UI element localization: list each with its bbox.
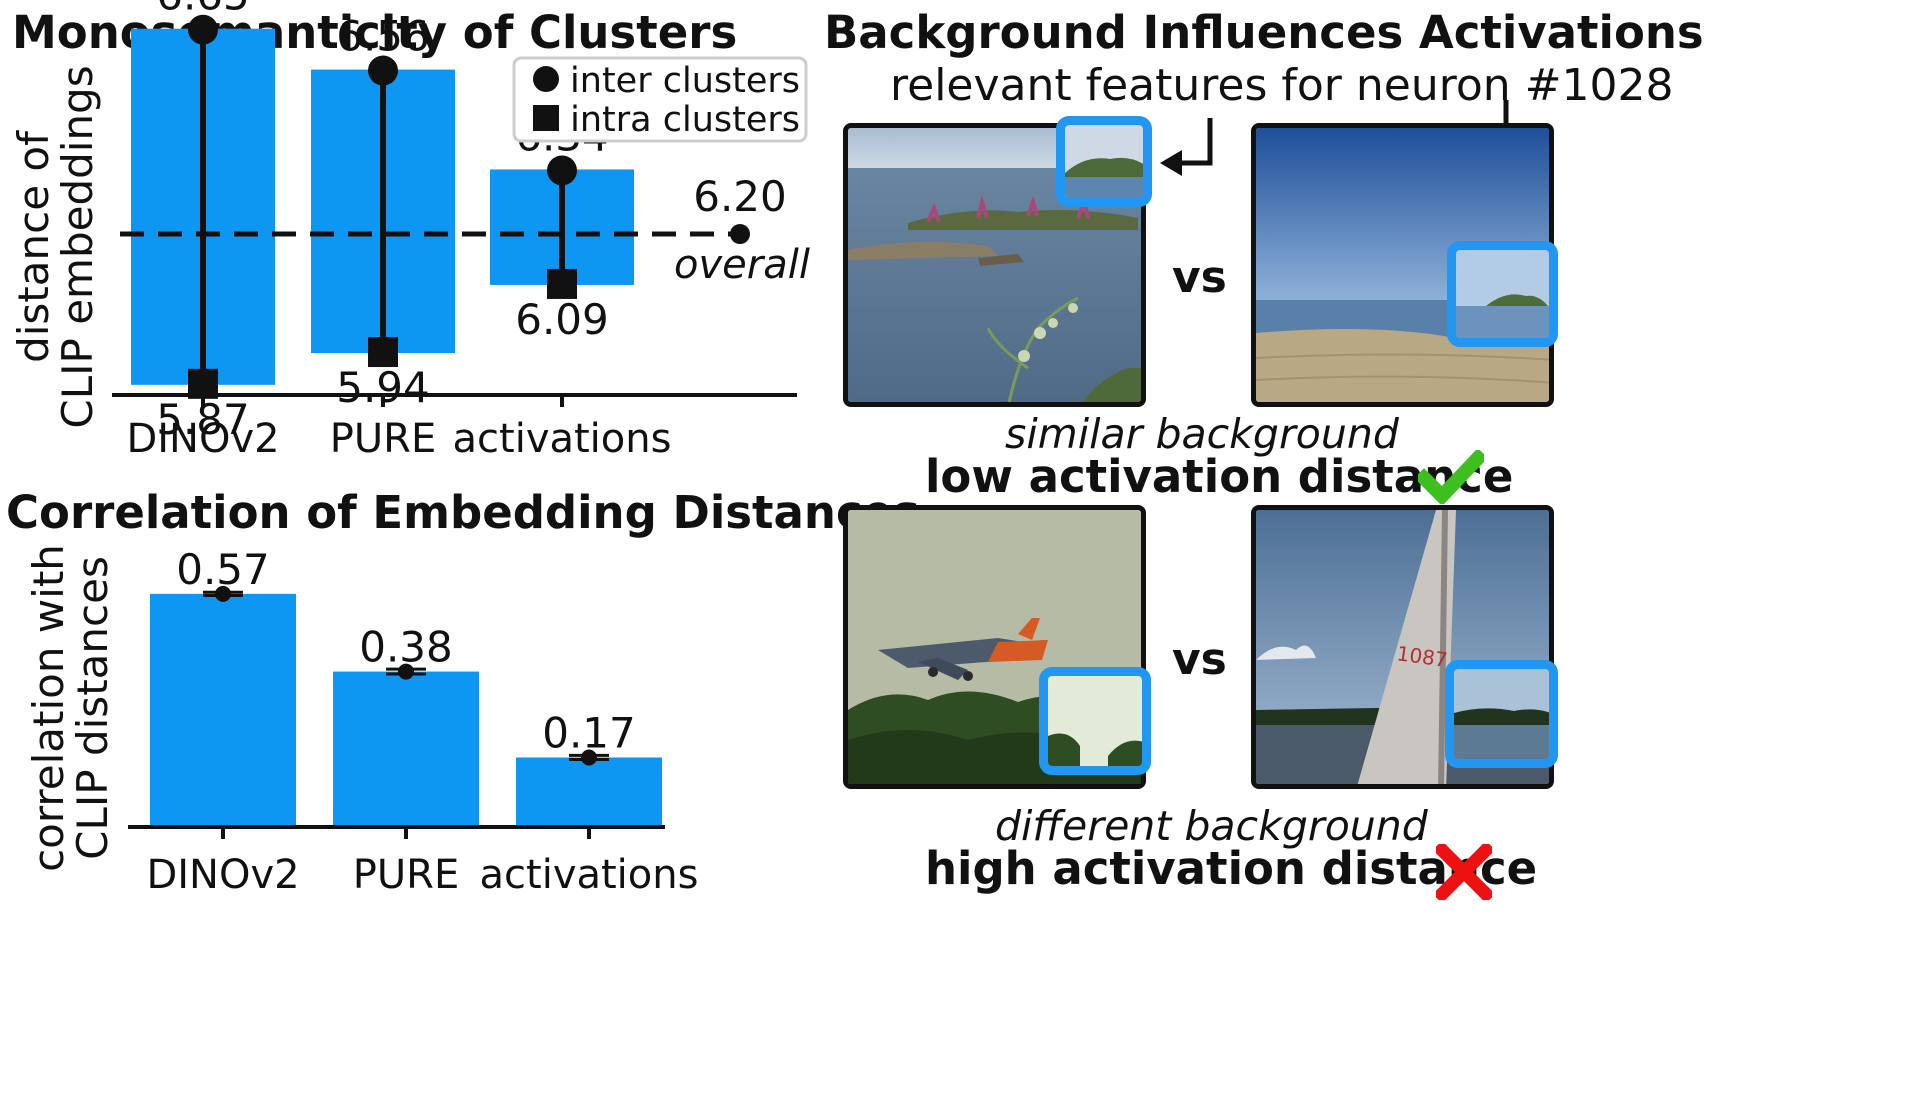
- bottom-chart-ylabel: CLIP distances: [68, 556, 117, 860]
- top-chart-ylabel: distance of: [9, 130, 58, 363]
- overall-point: [730, 224, 750, 244]
- legend-square-marker: [533, 105, 559, 131]
- cross-icon: [1436, 844, 1492, 900]
- bar-value-label: 0.57: [176, 545, 270, 594]
- lake-highlight-crop: [1056, 116, 1152, 207]
- bottom-chart: correlation with CLIP distances 0.57 0.38…: [24, 544, 699, 898]
- mean-point: [215, 585, 231, 602]
- x-tick-label: activations: [480, 852, 699, 898]
- top-chart-ylabel: CLIP embeddings: [53, 65, 102, 428]
- x-tick-label: activations: [453, 416, 672, 462]
- overall-value-label: 6.20: [693, 172, 787, 221]
- intra-value-label: 6.09: [515, 295, 609, 344]
- legend-circle-marker: [533, 66, 559, 92]
- legend-intra-label: intra clusters: [570, 100, 800, 140]
- bar-PURE: [333, 671, 479, 827]
- sailboat-highlight-crop: [1445, 660, 1558, 768]
- intra-marker-PURE: [368, 337, 398, 368]
- bar-DINOv2: [150, 593, 296, 827]
- bottom-chart-ylabel: correlation with: [24, 544, 73, 872]
- inter-marker-PURE: [368, 55, 398, 86]
- vs-label-top: vs: [1172, 252, 1227, 303]
- x-tick-label: PURE: [330, 416, 436, 462]
- check-icon: [1418, 450, 1484, 504]
- overall-label: overall: [674, 242, 810, 288]
- bottom-chart-title: Correlation of Embedding Distances: [6, 486, 920, 539]
- inter-marker-activations: [547, 155, 577, 186]
- arrow-left-icon: [1160, 150, 1182, 176]
- right-panel-title: Background Influences Activations: [824, 6, 1704, 59]
- intra-marker-activations: [547, 268, 577, 299]
- inter-value-label: 6.65: [156, 0, 250, 20]
- legend-inter-label: inter clusters: [570, 61, 800, 101]
- bar-value-label: 0.38: [359, 623, 453, 672]
- similar-background-caption: similar background: [1005, 410, 1399, 458]
- airplane-highlight-crop: [1039, 667, 1151, 775]
- beach-highlight-crop: [1447, 241, 1558, 347]
- low-activation-label: low activation distance: [925, 450, 1514, 503]
- different-background-caption: different background: [995, 802, 1428, 850]
- x-tick-label: PURE: [353, 852, 459, 898]
- bar-value-label: 0.17: [542, 708, 636, 757]
- inter-marker-DINOv2: [188, 14, 218, 45]
- vs-label-bottom: vs: [1172, 634, 1227, 685]
- top-chart-legend: inter clusters intra clusters: [512, 56, 808, 143]
- mean-point: [398, 663, 414, 680]
- bar-activations: [516, 757, 662, 827]
- inter-value-label: 6.56: [336, 12, 430, 61]
- x-tick-label: DINOv2: [126, 416, 279, 462]
- right-panel-subtitle: relevant features for neuron #1028: [890, 60, 1674, 111]
- x-tick-label: DINOv2: [146, 852, 299, 898]
- mean-point: [581, 749, 597, 766]
- top-chart: distance of CLIP embeddings 6.20 overall 6…: [9, 0, 810, 462]
